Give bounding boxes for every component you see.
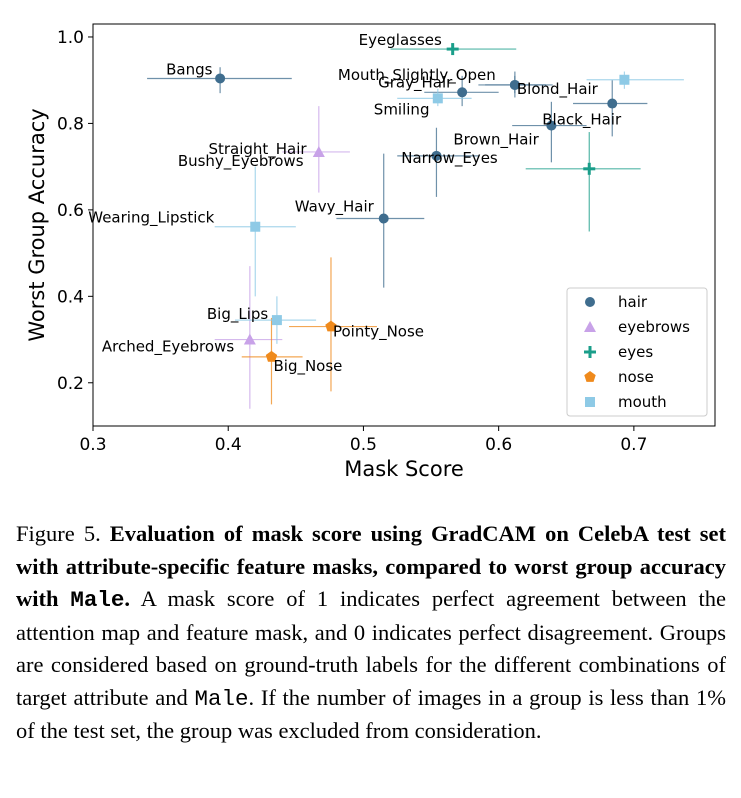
point-blond-hair <box>509 79 520 90</box>
legend-marker-eyebrows <box>584 321 596 332</box>
legend-label-eyebrows: eyebrows <box>618 318 690 336</box>
point-big-lips <box>271 315 282 326</box>
point-bushy-eyebrows <box>312 145 325 157</box>
y-tick-label: 0.2 <box>57 374 84 394</box>
x-tick-label: 0.6 <box>485 435 512 455</box>
x-tick-label: 0.5 <box>350 435 377 455</box>
point-wearing-lipstick <box>250 221 261 232</box>
point-big-nose <box>265 350 278 362</box>
legend-label-eyes: eyes <box>618 343 653 361</box>
label-wearing-lipstick: Wearing_Lipstick <box>88 209 214 228</box>
label-smiling: Smiling <box>374 100 430 118</box>
point-smiling <box>432 93 443 104</box>
label-narrow-eyes: Narrow_Eyes <box>401 149 498 168</box>
y-tick-label: 0.6 <box>57 201 84 221</box>
label-arched-eyebrows: Arched_Eyebrows <box>102 338 234 357</box>
legend-marker-eyes <box>584 346 596 358</box>
y-tick-label: 1.0 <box>57 28 84 48</box>
label-pointy-nose: Pointy_Nose <box>333 323 424 342</box>
point-black-hair <box>607 98 618 109</box>
caption-mono-word: Male <box>194 685 249 712</box>
label-straight-hair: Straight_Hair <box>208 140 307 159</box>
y-tick-label: 0.4 <box>57 287 84 307</box>
caption-text-1: A mask score of 1 indicates perfect agre… <box>16 586 727 710</box>
label-big-lips: Big_Lips <box>207 305 269 324</box>
legend-marker-mouth <box>585 397 595 407</box>
point-straight-hair <box>431 150 442 161</box>
point-narrow-eyes <box>583 162 596 175</box>
point-gray-hair <box>457 87 468 98</box>
label-bangs: Bangs <box>166 60 213 78</box>
label-gray-hair: Gray_Hair <box>378 73 453 92</box>
label-brown-hair: Brown_Hair <box>453 131 539 150</box>
legend-label-nose: nose <box>618 368 654 386</box>
chart-canvas: Eyeglasses Bangs Mouth_Slightly_OpenGray_H… <box>25 23 716 481</box>
caption-bold-end: . <box>124 586 131 611</box>
x-tick-label: 0.7 <box>620 435 647 455</box>
figure-caption: Figure 5. Evaluation of mask score using… <box>16 518 726 748</box>
point-wavy-hair <box>378 213 389 224</box>
label-big-nose: Big_Nose <box>273 357 342 376</box>
label-bushy-eyebrows: Bushy_Eyebrows <box>178 152 304 171</box>
label-mouth-slightly-open: Mouth_Slightly_Open <box>338 66 496 85</box>
legend-label-hair: hair <box>618 293 648 311</box>
label-eyeglasses: Eyeglasses <box>359 31 442 49</box>
legend-marker-hair <box>585 297 595 307</box>
caption-text-2: . If the number of images in a group is … <box>16 684 726 744</box>
legend-box <box>566 287 708 417</box>
point-pointy-nose <box>325 320 337 332</box>
point-mouth-slightly-open-mouth <box>619 74 630 85</box>
point-arched-eyebrows <box>243 333 256 345</box>
figure-label: Figure 5. <box>16 521 101 546</box>
y-tick-label: 0.8 <box>57 114 84 134</box>
plot-frame <box>92 23 716 427</box>
label-wavy-hair: Wavy_Hair <box>295 198 375 217</box>
legend: hair eyebrows eyes nose mouth <box>566 287 708 417</box>
caption-bold-mono: Male <box>70 587 125 613</box>
point-eyeglasses <box>446 43 459 56</box>
legend-marker-nose <box>584 371 596 382</box>
scatter-chart: Eyeglasses Bangs Mouth_Slightly_Open Gray_H… <box>25 23 716 481</box>
caption-bold-text: Evaluation of mask score using GradCAM o… <box>16 521 727 611</box>
y-axis-title: Worst Group Accuracy <box>25 108 49 341</box>
x-axis-title: Mask Score <box>344 457 464 481</box>
point-brown-hair <box>546 120 557 131</box>
label-black-hair: Black_Hair <box>542 111 622 130</box>
legend-label-mouth: mouth <box>618 393 667 411</box>
x-tick-label: 0.4 <box>215 435 242 455</box>
point-bangs <box>215 73 226 84</box>
x-tick-label: 0.3 <box>79 435 106 455</box>
label-blond-hair: Blond_Hair <box>517 80 599 99</box>
